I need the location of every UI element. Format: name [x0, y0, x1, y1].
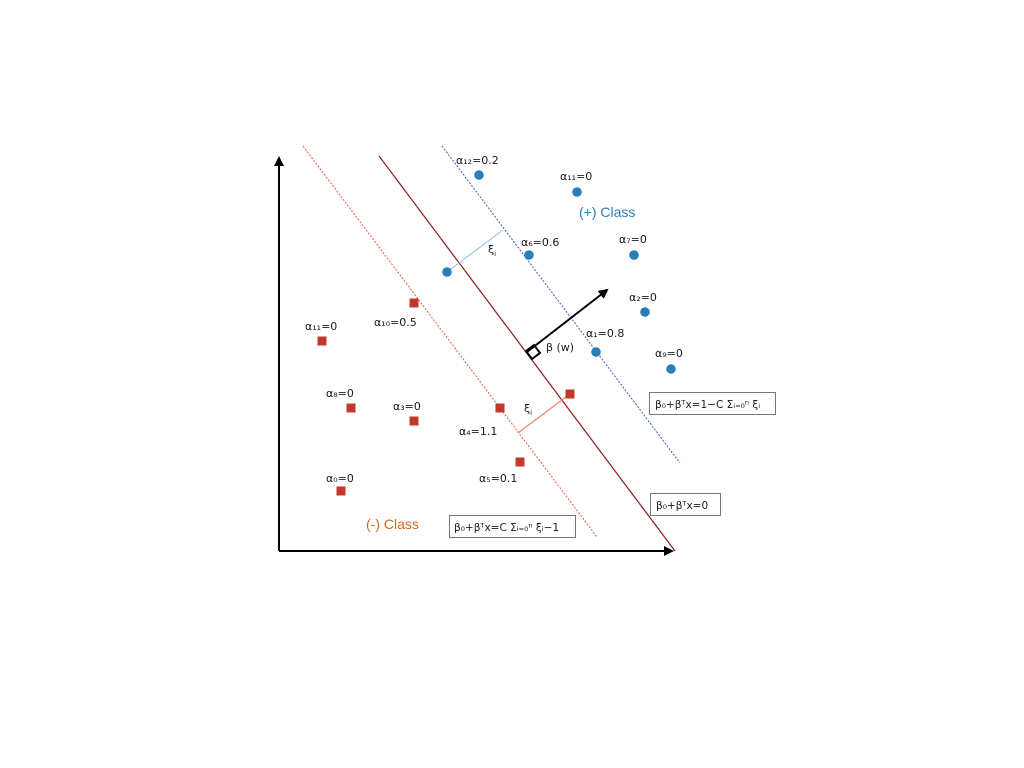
negative-point — [495, 403, 505, 413]
hyperplane-equation: β₀+βᵀx=0 — [650, 493, 721, 516]
slack-label-positive: ξi — [488, 243, 496, 258]
negative-point — [409, 298, 419, 308]
negative-margin-equation: β₀+βᵀx=C Σᵢ₌₀ⁿ ξᵢ−1 — [449, 515, 576, 538]
alpha-label: α₀=0 — [326, 472, 354, 485]
negative-point — [317, 336, 327, 346]
alpha-label: α₁₂=0.2 — [456, 154, 499, 167]
alpha-label: α₆=0.6 — [521, 236, 559, 249]
alpha-label: α₉=0 — [655, 347, 683, 360]
alpha-label: α₅=0.1 — [479, 472, 517, 485]
negative-point — [409, 416, 419, 426]
alpha-label: α₇=0 — [619, 233, 647, 246]
negative-class-points — [317, 298, 575, 496]
positive-point — [474, 170, 484, 180]
positive-point — [591, 347, 601, 357]
positive-class-points — [442, 170, 676, 374]
alpha-label: α₈=0 — [326, 387, 354, 400]
alpha-label: α₃=0 — [393, 400, 421, 413]
alpha-label: α₂=0 — [629, 291, 657, 304]
positive-point — [524, 250, 534, 260]
alpha-label: α₁₁=0 — [560, 170, 592, 183]
negative-point — [565, 389, 575, 399]
slack-segment-negative — [517, 393, 571, 434]
positive-point — [666, 364, 676, 374]
positive-margin-equation-text: β₀+βᵀx=1−C Σᵢ₌₀ⁿ ξᵢ — [655, 399, 760, 411]
positive-margin-line — [441, 145, 681, 464]
alpha-label: α₁₀=0.5 — [374, 316, 417, 329]
positive-point — [572, 187, 582, 197]
normal-vector-arrow — [526, 288, 609, 353]
negative-margin-equation-text: β₀+βᵀx=C Σᵢ₌₀ⁿ ξᵢ−1 — [454, 522, 559, 534]
negative-margin-line — [302, 145, 598, 538]
negative-point — [515, 457, 525, 467]
alpha-label: α₁=0.8 — [586, 327, 624, 340]
normal-vector-label: β (w) — [546, 341, 574, 354]
positive-point — [640, 307, 650, 317]
positive-margin-equation: β₀+βᵀx=1−C Σᵢ₌₀ⁿ ξᵢ — [649, 392, 776, 415]
slack-segment-positive — [446, 229, 504, 273]
positive-point — [442, 267, 452, 277]
slack-label-negative: ξi — [524, 402, 532, 417]
alpha-label: α₁₁=0 — [305, 320, 337, 333]
positive-class-label: (+) Class — [579, 204, 635, 220]
right-angle-marker — [524, 343, 542, 361]
negative-point — [336, 486, 346, 496]
alpha-label: α₄=1.1 — [459, 425, 497, 438]
hyperplane-equation-text: β₀+βᵀx=0 — [656, 500, 708, 512]
positive-point — [629, 250, 639, 260]
negative-class-label: (-) Class — [366, 516, 419, 532]
negative-point — [346, 403, 356, 413]
